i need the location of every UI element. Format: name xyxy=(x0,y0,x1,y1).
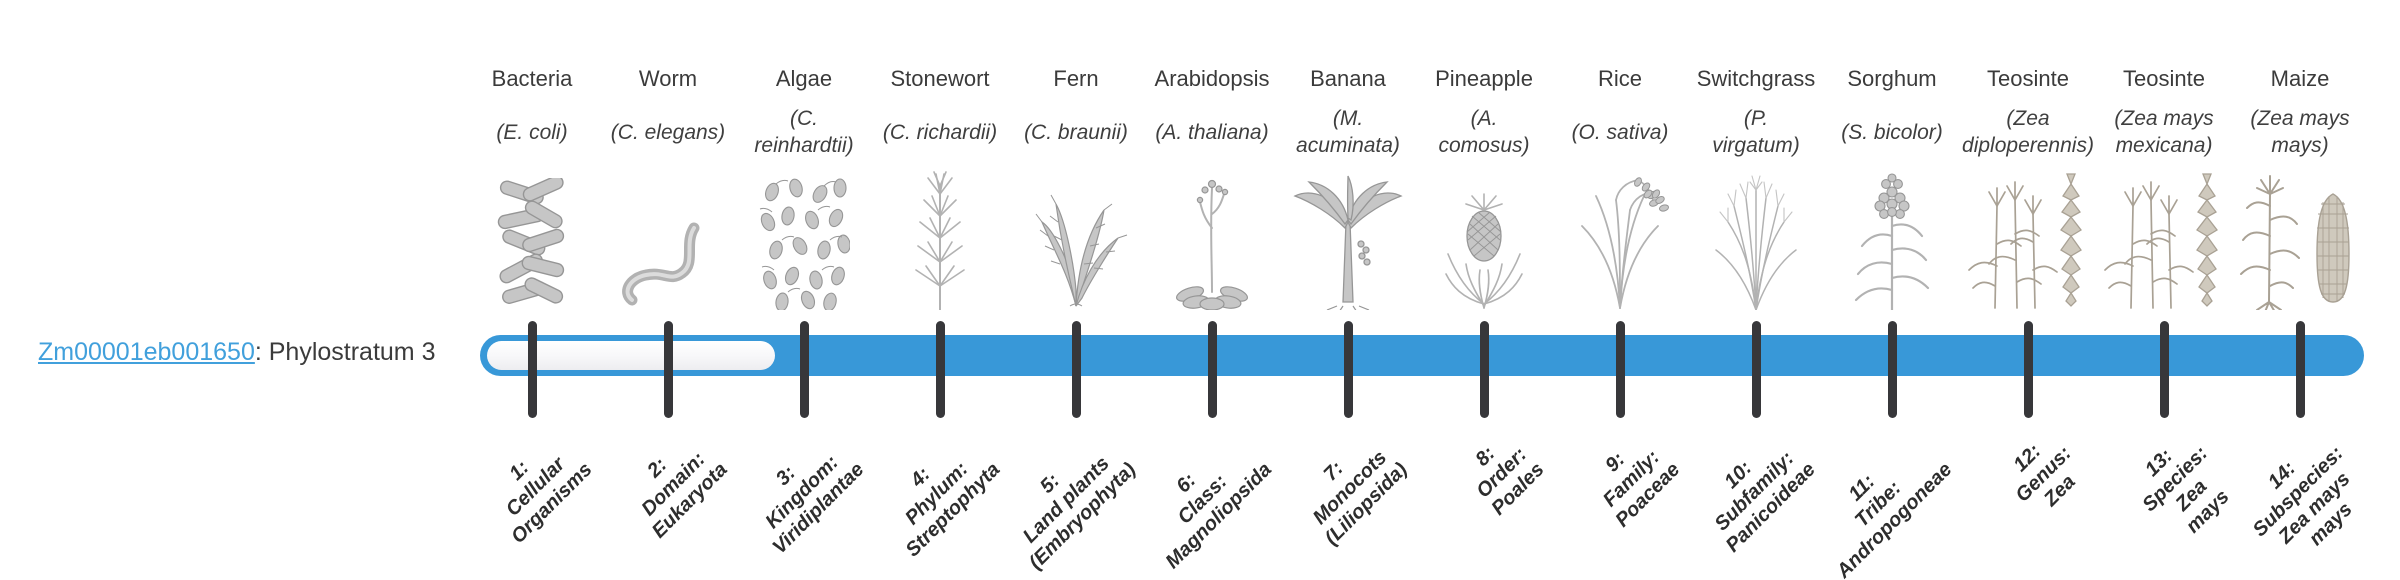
scientific-name: (Zea mays mexicana) xyxy=(2079,101,2249,163)
scientific-name-line: diploperennis) xyxy=(1962,134,2094,157)
scientific-name: (C. braunii) xyxy=(991,101,1161,163)
scientific-name-line: (O. sativa) xyxy=(1571,120,1669,144)
tick-mark xyxy=(1615,321,1625,418)
maize-illustration xyxy=(2225,166,2375,310)
stratum-label-text: 11: Tribe: Andropogoneae xyxy=(1800,426,1957,580)
scientific-name-line: comosus) xyxy=(1438,134,1530,157)
tick-mark xyxy=(935,321,945,418)
common-name: Pineapple xyxy=(1435,66,1533,91)
rice-illustration xyxy=(1545,166,1695,310)
scientific-name: (M. acuminata) xyxy=(1263,101,1433,163)
stratum-label-text: 2: Domain: Eukaryota xyxy=(616,426,733,543)
common-name: Switchgrass xyxy=(1696,66,1816,91)
common-name: Sorghum xyxy=(1847,66,1937,91)
stratum-label-text: 10: Subfamily: Panicoideae xyxy=(1689,426,1820,557)
stonewort-illustration xyxy=(865,166,1015,310)
switchgrass-illustration xyxy=(1681,166,1831,310)
scientific-name: (A. thaliana) xyxy=(1127,101,1297,163)
common-name: Algae xyxy=(775,66,833,91)
scientific-name-line: mexicana) xyxy=(2115,134,2213,157)
scientific-name: (O. sativa) xyxy=(1535,101,1705,163)
scientific-name: (C. richardii) xyxy=(855,101,1025,163)
scientific-name: (E. coli) xyxy=(447,101,617,163)
scientific-name-line: (S. bicolor) xyxy=(1841,120,1943,144)
stratum-label-text: 8: Order: Poales xyxy=(1454,426,1548,520)
teosinte-illustration xyxy=(1953,166,2103,310)
gene-label: Zm00001eb001650: Phylostratum 3 xyxy=(38,338,436,367)
scientific-name-line: mays) xyxy=(2271,134,2329,157)
phylostratum-text: : Phylostratum 3 xyxy=(254,338,436,366)
pineapple-illustration xyxy=(1409,166,1559,310)
scientific-name: (Zea diploperennis) xyxy=(1943,101,2113,163)
scientific-name-line: (C. xyxy=(790,107,818,130)
tick-mark xyxy=(1071,321,1081,418)
stratum-label-text: 3: Kingdom: Viridiplantae xyxy=(736,426,869,559)
scientific-name: (Zea mays mays) xyxy=(2215,101,2385,163)
stratum-label-text: 1: Cellular Organisms xyxy=(474,426,597,549)
common-name: Stonewort xyxy=(890,66,990,91)
stratum-label-text: 12: Genus: Zea xyxy=(1995,426,2093,524)
common-name: Teosinte xyxy=(2123,66,2205,91)
scientific-name-line: reinhardtii) xyxy=(754,134,854,157)
gene-id-link[interactable]: Zm00001eb001650 xyxy=(38,338,255,366)
phylostratum-bar xyxy=(480,335,2364,376)
stratum-label-text: 7: Monocots (Liliopsida) xyxy=(1289,426,1413,550)
worm-illustration xyxy=(593,166,743,310)
scientific-name-line: (Zea mays xyxy=(2114,107,2214,130)
tick-mark xyxy=(1479,321,1489,418)
tick-mark xyxy=(1343,321,1353,418)
scientific-name-line: (C. braunii) xyxy=(1024,120,1128,144)
scientific-name-line: (E. coli) xyxy=(496,120,568,144)
scientific-name: (S. bicolor) xyxy=(1807,101,1977,163)
stratum-label-text: 14: Subspecies: Zea mays mays xyxy=(2233,426,2381,574)
tick-mark xyxy=(2023,321,2033,418)
common-name: Rice xyxy=(1597,66,1642,91)
tick-mark xyxy=(799,321,809,418)
stratum-label-text: 5: Land plants (Embryophyta) xyxy=(992,426,1141,575)
common-name: Bacteria xyxy=(491,66,573,91)
scientific-name: (A. comosus) xyxy=(1399,101,1569,163)
scientific-name: (C. elegans) xyxy=(583,101,753,163)
common-name: Worm xyxy=(638,66,698,91)
stratum-label-text: 9: Family: Poaceae xyxy=(1579,426,1685,532)
common-name: Banana xyxy=(1310,66,1386,91)
tick-mark xyxy=(2159,321,2169,418)
tick-mark xyxy=(1207,321,1217,418)
common-name: Maize xyxy=(2270,66,2330,91)
banana-illustration xyxy=(1273,166,1423,310)
scientific-name-line: (C. richardii) xyxy=(882,120,998,144)
stratum-label-text: 4: Phylum: Streptophyta xyxy=(869,426,1005,562)
scientific-name-line: (Zea mays xyxy=(2250,107,2350,130)
scientific-name-line: (Zea xyxy=(2006,107,2050,130)
common-name: Arabidopsis xyxy=(1154,66,1270,91)
algae-illustration xyxy=(729,166,879,310)
scientific-name-line: (A. xyxy=(1470,107,1498,130)
common-name: Teosinte xyxy=(1987,66,2069,91)
common-name: Fern xyxy=(1053,66,1099,91)
scientific-name-line: (M. xyxy=(1332,107,1364,130)
scientific-name-line: (A. thaliana) xyxy=(1155,120,1269,144)
fern-illustration xyxy=(1001,166,1151,310)
stratum-label-text: 6: Class: Magnoliopsida xyxy=(1129,426,1277,574)
scientific-name: (P. virgatum) xyxy=(1671,101,1841,163)
stratum-label-text: 13: Species: Zea mays xyxy=(2122,426,2245,549)
bacteria-illustration xyxy=(457,166,607,310)
scientific-name-line: (P. xyxy=(1743,107,1769,130)
sorghum-illustration xyxy=(1817,166,1967,310)
scientific-name-line: acuminata) xyxy=(1296,134,1400,157)
tick-mark xyxy=(527,321,537,418)
scientific-name-line: (C. elegans) xyxy=(610,120,726,144)
tick-mark xyxy=(1887,321,1897,418)
tick-mark xyxy=(2295,321,2305,418)
teosinte-illustration xyxy=(2089,166,2239,310)
tick-mark xyxy=(1751,321,1761,418)
arabidopsis-illustration xyxy=(1137,166,1287,310)
tick-mark xyxy=(663,321,673,418)
scientific-name: (C. reinhardtii) xyxy=(719,101,889,163)
scientific-name-line: virgatum) xyxy=(1712,134,1800,157)
